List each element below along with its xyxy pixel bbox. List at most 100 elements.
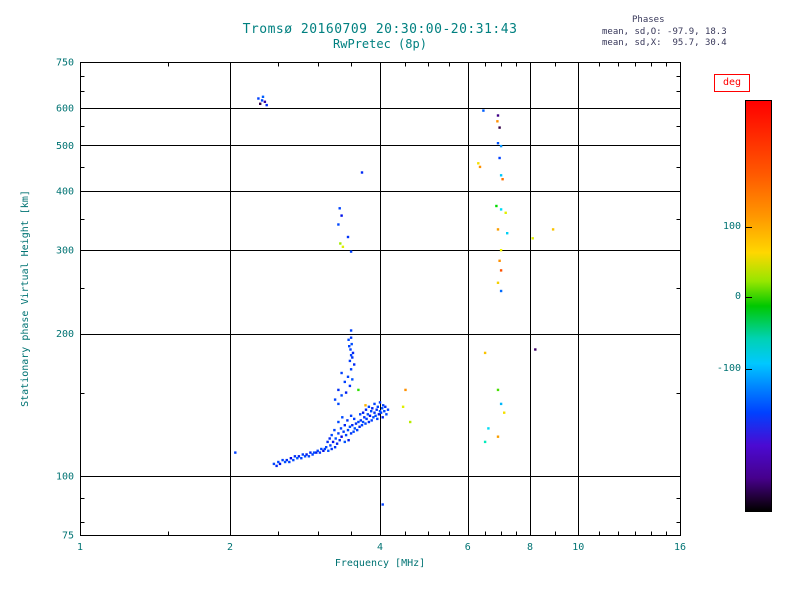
data-point [348, 345, 351, 348]
data-point [534, 348, 537, 351]
data-point [376, 405, 379, 408]
y-tick-label: 100 [56, 471, 74, 482]
data-point [337, 388, 340, 392]
y-tick-label: 500 [56, 141, 74, 152]
data-point [361, 420, 365, 424]
data-point [370, 410, 373, 413]
data-point [337, 402, 340, 406]
data-point [307, 455, 311, 458]
data-point [383, 410, 386, 413]
data-point [483, 440, 487, 444]
data-point [346, 375, 350, 378]
data-point [351, 378, 354, 381]
data-point [365, 417, 368, 421]
data-point [340, 214, 343, 217]
data-point [350, 342, 353, 346]
data-point [315, 451, 318, 454]
phase-stats: Phases mean, sd,O: -97.9, 18.3 mean, sd,… [602, 15, 752, 50]
page-subtitle: RwPretec (8p) [333, 37, 427, 51]
data-point [357, 388, 360, 392]
data-point [303, 455, 307, 458]
data-point [496, 120, 499, 123]
data-point [311, 453, 314, 456]
data-point [495, 204, 498, 208]
y-tick-label: 75 [62, 531, 74, 542]
y-tick-label: 200 [56, 329, 74, 340]
data-point [346, 428, 350, 432]
data-point [401, 405, 405, 408]
x-tick-label: 2 [227, 542, 233, 553]
data-point [343, 380, 346, 384]
data-point [364, 422, 367, 425]
data-point [496, 388, 500, 392]
data-point [499, 249, 503, 252]
data-point [368, 414, 372, 417]
data-point [359, 419, 362, 422]
data-point [349, 250, 353, 253]
data-point [370, 419, 373, 422]
data-point [316, 449, 319, 452]
colorbar-units-label: deg [714, 74, 750, 92]
data-point [506, 232, 509, 235]
data-point [309, 451, 312, 454]
data-point [360, 424, 364, 427]
data-point [499, 269, 503, 272]
data-point [343, 440, 346, 444]
data-point [347, 338, 350, 341]
data-point [498, 259, 501, 262]
phase-stats-x-mode: mean, sd,X: 95.7, 30.4 [602, 38, 727, 49]
y-tick-label: 300 [56, 246, 74, 257]
data-point [339, 242, 342, 245]
data-point [349, 348, 352, 351]
data-point [322, 449, 325, 452]
data-point [296, 457, 299, 460]
x-tick-label: 16 [674, 542, 686, 553]
x-tick-label: 4 [377, 542, 383, 553]
y-tick-label: 600 [56, 103, 74, 114]
data-point [263, 100, 267, 103]
data-point [358, 425, 361, 428]
data-point [354, 422, 358, 425]
data-point [503, 411, 506, 414]
phase-stats-header: Phases [632, 15, 665, 25]
colorbar-tick-label: 100 [722, 221, 741, 233]
data-point [496, 435, 500, 438]
data-point [330, 433, 333, 437]
data-point [356, 428, 359, 432]
x-axis-label: Frequency [MHz] [335, 558, 425, 569]
data-point [340, 435, 343, 438]
data-point [381, 407, 384, 410]
data-point [330, 447, 333, 451]
data-point [496, 228, 500, 231]
data-point [260, 99, 264, 102]
data-point [499, 402, 503, 406]
data-point [288, 460, 291, 464]
data-point [348, 384, 352, 388]
data-point [381, 416, 384, 419]
data-point [333, 398, 337, 401]
data-point [496, 281, 500, 284]
data-point [385, 413, 388, 416]
data-point [384, 405, 387, 408]
data-point [318, 451, 322, 454]
data-point [339, 427, 343, 430]
data-point [312, 451, 316, 454]
data-point [320, 447, 323, 451]
data-point [361, 411, 365, 414]
data-point [551, 228, 555, 231]
data-point [487, 427, 490, 430]
data-point [373, 411, 376, 414]
data-point [347, 439, 350, 442]
y-axis-label: Stationary phase Virtual Height [km] [20, 190, 31, 407]
colorbar-tick-mark [746, 297, 752, 298]
data-point [325, 446, 328, 449]
data-point [305, 453, 308, 456]
data-point [478, 165, 482, 169]
data-point [341, 245, 345, 248]
data-point [409, 420, 412, 424]
data-point [301, 453, 304, 456]
data-point [374, 414, 377, 417]
data-point [331, 440, 335, 444]
data-point [261, 95, 265, 98]
